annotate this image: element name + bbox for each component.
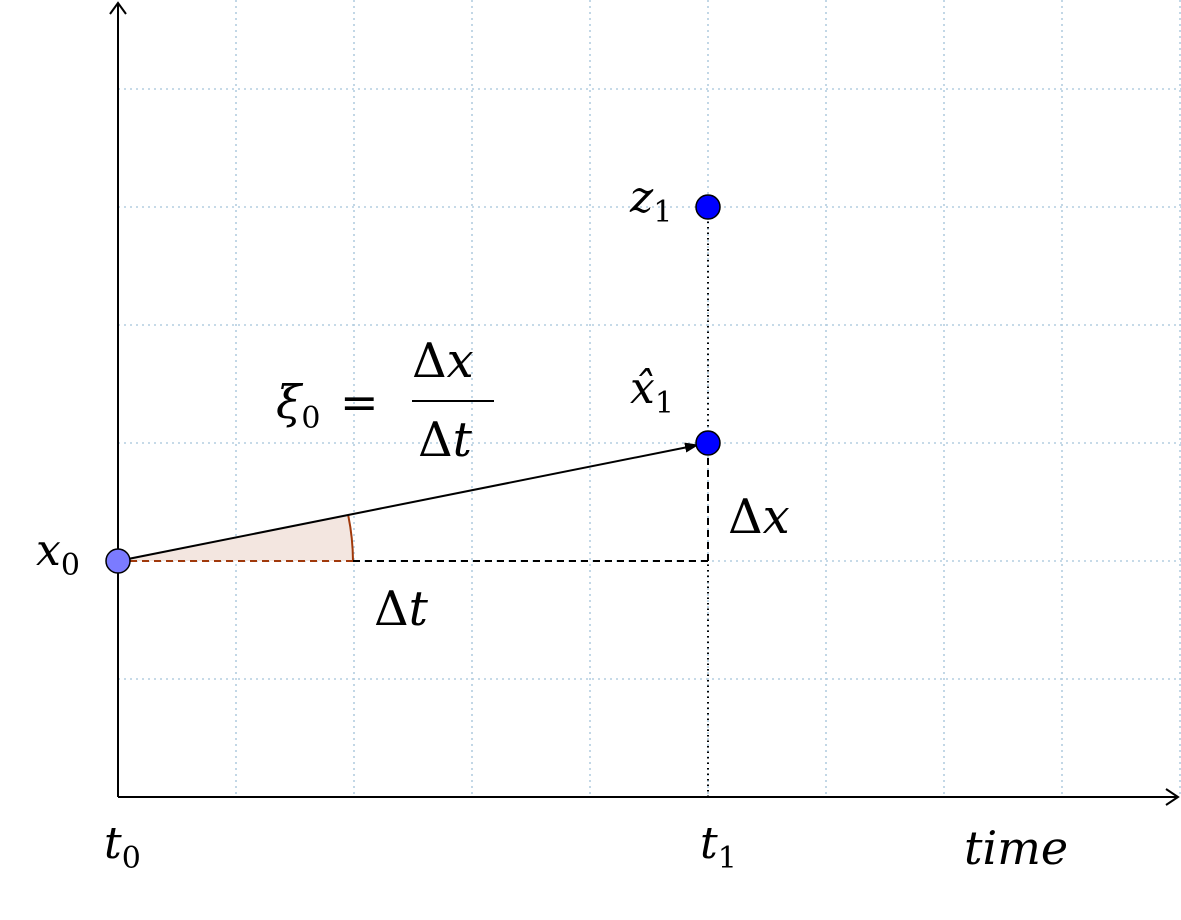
label-xi0: ξ0 (276, 375, 320, 436)
y-axis-arrow (109, 1, 127, 15)
label-t0: t0 (104, 818, 141, 876)
slope-formula: ξ0 = Δx Δt (276, 333, 494, 468)
label-z1: z1 (629, 172, 672, 230)
fraction-denominator: Δt (418, 412, 473, 468)
label-x0: x0 (36, 525, 80, 583)
point-x0 (105, 548, 131, 574)
point-xhat1 (695, 430, 721, 456)
x-axis-arrow (1165, 788, 1180, 806)
label-time-axis: time (964, 821, 1068, 875)
grid (118, 0, 1181, 797)
point-z1 (695, 194, 721, 220)
slope-arrow (117, 442, 699, 562)
fraction-numerator: Δx (412, 333, 474, 389)
label-xhat1: x̂1 (630, 363, 674, 421)
label-t1: t1 (700, 818, 737, 876)
label-delta-t: Δt (374, 581, 429, 637)
label-delta-x: Δx (728, 489, 790, 545)
label-equals: = (340, 375, 379, 429)
